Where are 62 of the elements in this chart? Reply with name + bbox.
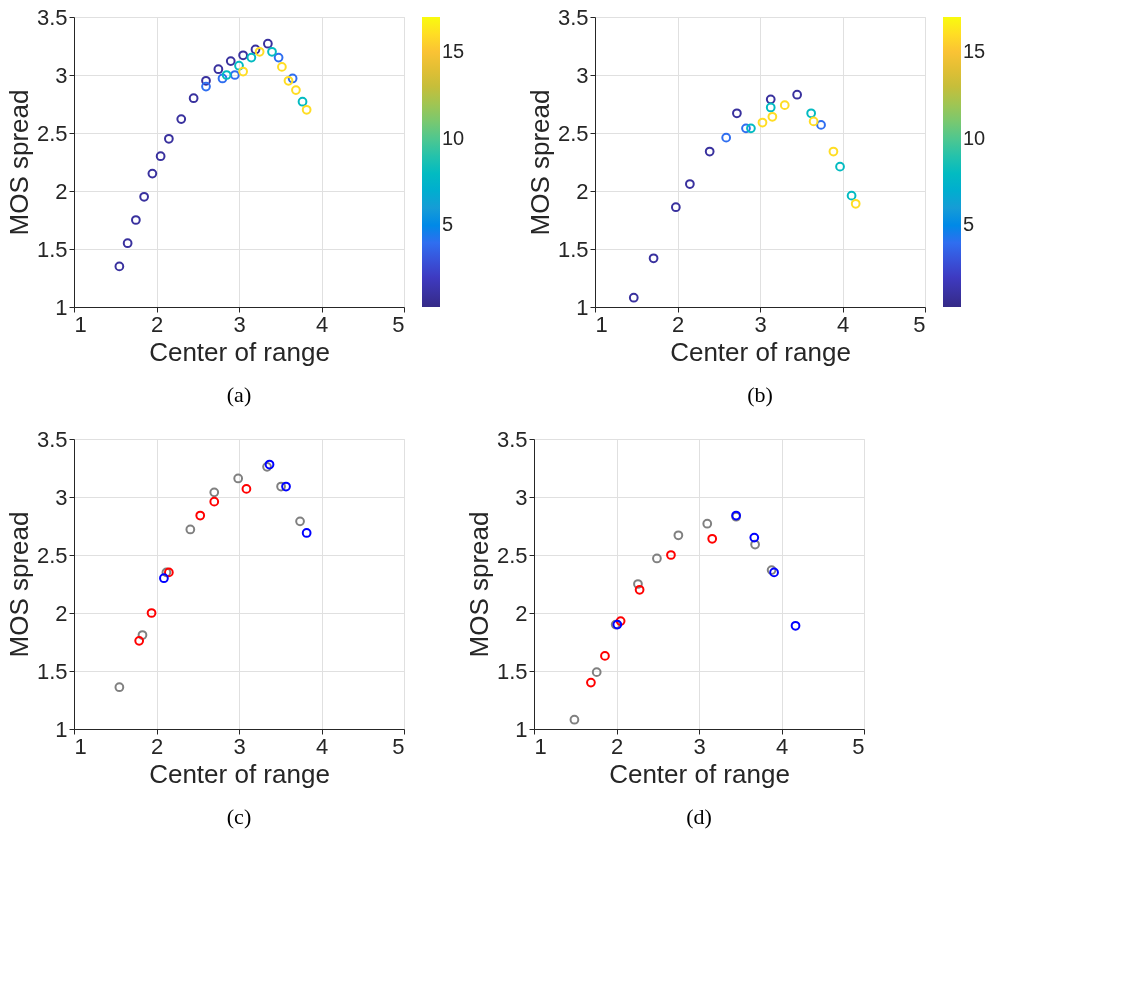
x-axis-title: Center of range [670,336,851,367]
y-tick-label: 3.5 [496,426,528,452]
x-tick-label: 4 [775,733,789,759]
color-bar-label: 5 [963,213,975,236]
y-tick-label: 1.5 [36,236,68,262]
x-tick-label: 5 [392,733,405,759]
color-bar-label: 10 [963,126,986,149]
y-tick-label: 1 [576,294,589,320]
x-tick-label: 5 [913,311,926,337]
y-tick-label: 3.5 [557,4,589,30]
y-tick-label: 1 [55,294,68,320]
y-axis-title: MOS spread [3,511,34,658]
x-tick-label: 2 [671,311,685,337]
y-tick-label: 2 [515,600,528,626]
y-tick-label: 1 [55,716,68,742]
y-tick-label: 3 [55,62,68,88]
y-tick-label: 2.5 [496,542,528,568]
y-tick-label: 2.5 [36,120,68,146]
x-tick-label: 2 [150,733,164,759]
x-tick-label: 3 [754,311,767,337]
y-tick-label: 3 [576,62,589,88]
text: (d) [686,804,712,829]
x-tick-label: 1 [534,733,547,759]
x-tick-label: 4 [315,733,329,759]
text: (c) [226,804,252,829]
color-bar-label: 15 [442,39,465,62]
x-tick-label: 3 [233,311,246,337]
color-bar-label: 15 [963,39,986,62]
x-tick-label: 5 [392,311,405,337]
y-tick-label: 1.5 [557,236,589,262]
x-tick-label: 1 [74,733,87,759]
color-bar-label: 5 [442,213,454,236]
y-tick-label: 1.5 [496,658,528,684]
x-axis-title: Center of range [609,758,790,789]
x-tick-label: 3 [233,733,246,759]
x-tick-label: 4 [315,311,329,337]
y-tick-label: 2 [55,600,68,626]
x-tick-label: 2 [610,733,624,759]
y-axis-title: MOS spread [463,511,494,658]
y-tick-label: 3.5 [36,4,68,30]
y-tick-label: 2 [55,178,68,204]
y-axis-title: MOS spread [3,89,34,236]
y-tick-label: 2.5 [36,542,68,568]
y-axis-title: MOS spread [524,89,555,236]
y-tick-label: 2 [576,178,589,204]
y-tick-label: 3 [515,484,528,510]
x-tick-label: 1 [595,311,608,337]
x-axis-title: Center of range [149,758,330,789]
text: (a) [226,382,252,407]
color-bar-label: 10 [442,126,465,149]
x-axis-title: Center of range [149,336,330,367]
y-tick-label: 1.5 [36,658,68,684]
y-tick-label: 3 [55,484,68,510]
x-tick-label: 4 [836,311,850,337]
x-tick-label: 2 [150,311,164,337]
x-tick-label: 3 [693,733,706,759]
y-tick-label: 3.5 [36,426,68,452]
y-tick-label: 1 [515,716,528,742]
y-tick-label: 2.5 [557,120,589,146]
text: (b) [747,382,773,407]
x-tick-label: 5 [852,733,865,759]
x-tick-label: 1 [74,311,87,337]
